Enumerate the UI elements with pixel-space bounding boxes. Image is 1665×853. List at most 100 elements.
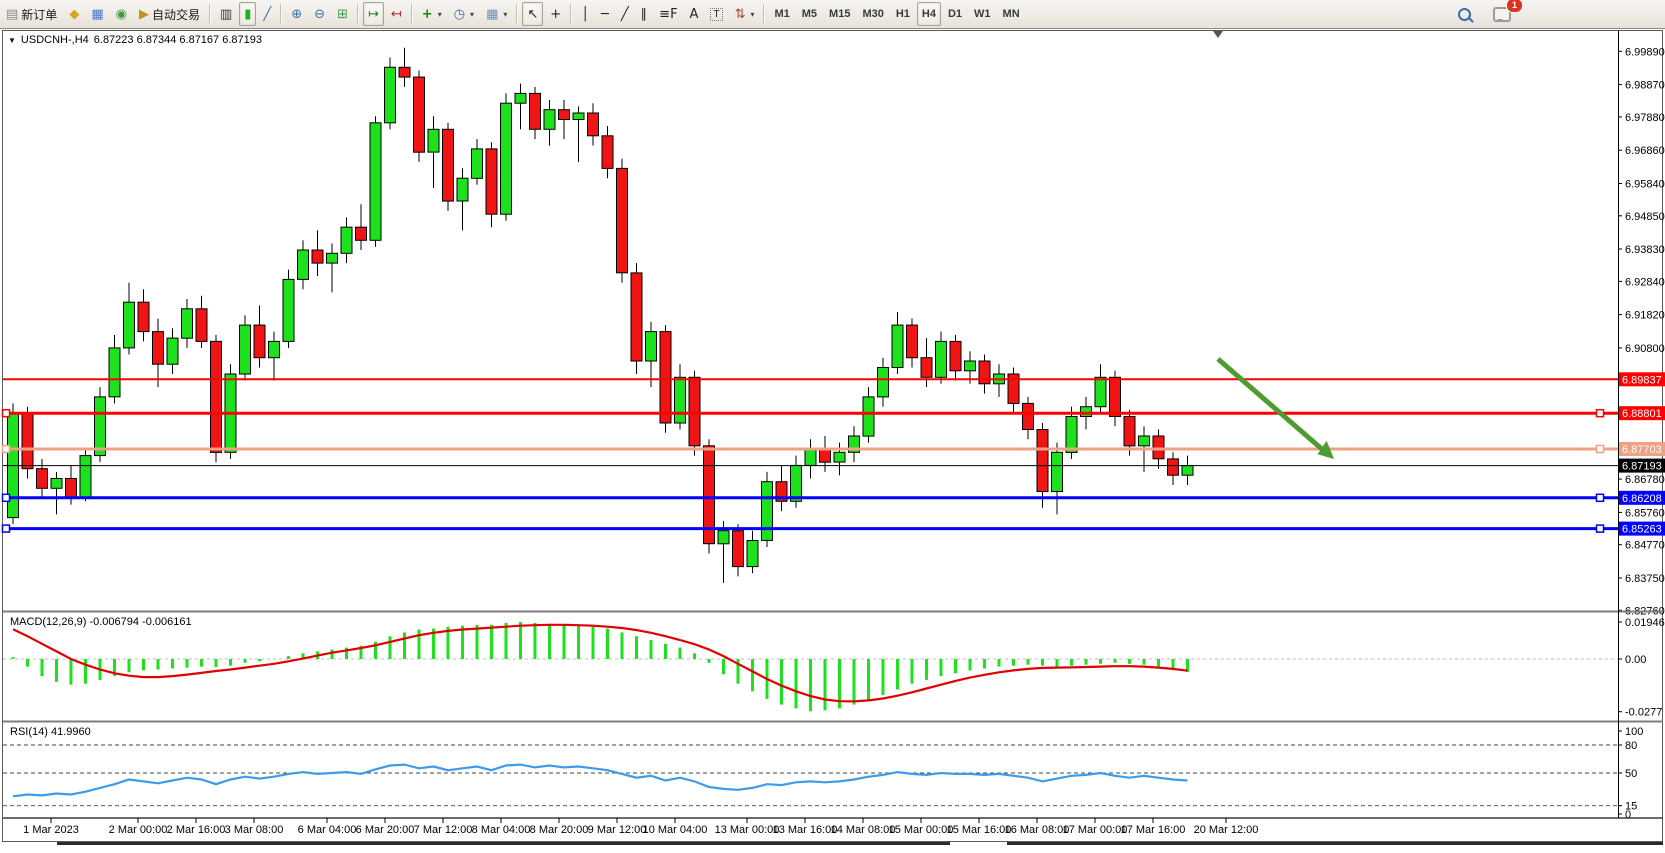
line-chart-button[interactable]: ╱ [258, 2, 276, 26]
fibonacci-button[interactable]: ≡F [654, 2, 682, 26]
vertical-line-icon: │ [581, 8, 589, 21]
time-tick-label: 14 Mar 08:00 [831, 824, 896, 836]
time-tick-label: 16 Mar 08:00 [1005, 824, 1070, 836]
horizontal-line-button[interactable]: ─ [596, 2, 614, 26]
svg-text:6.94850: 6.94850 [1625, 211, 1665, 223]
svg-text:6.93830: 6.93830 [1625, 244, 1665, 256]
time-tick-label: 2 Mar 00:00 [109, 824, 168, 836]
data-window-button[interactable]: ◆ [64, 2, 84, 26]
timeframe-m15-label: M15 [829, 8, 850, 20]
price-label-text: 6.88801 [1622, 408, 1662, 420]
window-bottom-border [57, 842, 950, 845]
timeframe-h4[interactable]: H4 [917, 2, 941, 26]
time-tick-label: 6 Mar 04:00 [298, 824, 357, 836]
time-tick-label: 17 Mar 16:00 [1121, 824, 1186, 836]
chart-shift-button[interactable]: ↤ [386, 2, 407, 26]
candlestick-chart-button[interactable]: ▮ [239, 2, 256, 26]
line-handle[interactable] [1597, 494, 1604, 501]
equidistant-channel-button[interactable]: ∥ [636, 2, 653, 26]
chart-window[interactable]: ▼ USDCNH-,H4 6.87223 6.87344 6.87167 6.8… [0, 30, 1665, 848]
notifications-button[interactable]: 1 [1488, 2, 1516, 26]
zoom-out-icon: ⊖ [314, 8, 325, 21]
periods-button[interactable]: ◷▾ [449, 2, 479, 26]
line-handle[interactable] [1597, 525, 1604, 532]
timeframe-m1[interactable]: M1 [769, 2, 794, 26]
toolbar-separator [763, 4, 765, 24]
timeframe-w1[interactable]: W1 [969, 2, 996, 26]
data-window-icon: ◆ [69, 8, 79, 21]
timeframe-d1-label: D1 [948, 8, 962, 20]
timeframe-m15[interactable]: M15 [824, 2, 855, 26]
time-tick-label: 8 Mar 04:00 [472, 824, 531, 836]
indicators-button[interactable]: +▾ [417, 2, 447, 26]
toolbar-separator [209, 4, 211, 24]
timeframe-d1[interactable]: D1 [943, 2, 967, 26]
bar-chart-button[interactable]: ▥ [215, 2, 237, 26]
search-button[interactable] [1453, 2, 1476, 26]
time-tick-label: 10 Mar 04:00 [643, 824, 708, 836]
zoom-in-button[interactable]: ⊕ [286, 2, 307, 26]
svg-text:6.86780: 6.86780 [1625, 474, 1665, 486]
line-handle[interactable] [3, 525, 10, 532]
time-tick-label: 1 Mar 2023 [23, 824, 79, 836]
signals-icon: ◉ [116, 8, 127, 21]
cursor-button[interactable]: ↖ [522, 2, 543, 26]
timeframe-m30[interactable]: M30 [857, 2, 888, 26]
toolbar-separator [280, 4, 282, 24]
signals-button[interactable]: ◉ [111, 2, 132, 26]
window-bottom-border [1007, 842, 1663, 845]
text-button[interactable]: A [685, 2, 704, 26]
crosshair-icon: + [550, 8, 561, 21]
line-handle[interactable] [3, 410, 10, 417]
new-order-button-label: 新订单 [21, 6, 57, 23]
timeframe-h1[interactable]: H1 [891, 2, 915, 26]
dropdown-caret-icon[interactable]: ▾ [470, 10, 474, 19]
svg-text:80: 80 [1625, 740, 1637, 752]
arrows-button[interactable]: ⇅▾ [730, 2, 760, 26]
toolbar-separator [411, 4, 413, 24]
templates-button[interactable]: ▦▾ [481, 2, 512, 26]
new-order-button[interactable]: ▤新订单 [1, 2, 62, 26]
time-tick-label: 20 Mar 12:00 [1194, 824, 1259, 836]
line-handle[interactable] [1597, 410, 1604, 417]
chart-shift-icon: ↤ [391, 8, 402, 21]
templates-icon: ▦ [486, 8, 498, 21]
tile-windows-button[interactable]: ⊞ [332, 2, 353, 26]
svg-text:6.96860: 6.96860 [1625, 145, 1665, 157]
trendline-button[interactable]: ╱ [616, 2, 634, 26]
line-handle[interactable] [3, 446, 10, 453]
horizontal-line-icon: ─ [601, 8, 609, 21]
svg-text:6.84770: 6.84770 [1625, 540, 1665, 552]
auto-scroll-button[interactable]: ↦ [363, 2, 384, 26]
dropdown-caret-icon[interactable]: ▾ [750, 10, 754, 19]
dropdown-caret-icon[interactable]: ▾ [503, 10, 507, 19]
price-label-text: 6.85263 [1622, 524, 1662, 536]
crosshair-button[interactable]: + [545, 2, 566, 26]
timeframe-m5-label: M5 [802, 8, 817, 20]
timeframe-m1-label: M1 [774, 8, 789, 20]
svg-text:0: 0 [1625, 809, 1631, 821]
timeframe-m5[interactable]: M5 [797, 2, 822, 26]
time-tick-label: 13 Mar 00:00 [715, 824, 780, 836]
chart-canvas[interactable]: 6.898376.888016.877036.871936.862086.852… [0, 30, 1665, 848]
dropdown-caret-icon[interactable]: ▾ [438, 10, 442, 19]
time-tick-label: 17 Mar 00:00 [1063, 824, 1128, 836]
vertical-line-button[interactable]: │ [576, 2, 594, 26]
label-icon: T [710, 8, 722, 21]
candlestick-chart-icon: ▮ [244, 8, 251, 21]
line-handle[interactable] [1597, 446, 1604, 453]
zoom-out-button[interactable]: ⊖ [309, 2, 330, 26]
auto-trading-button[interactable]: ▶自动交易 [134, 2, 205, 26]
timeframe-mn[interactable]: MN [998, 2, 1025, 26]
market-watch-button[interactable]: ▦ [86, 2, 108, 26]
toolbar-separator [516, 4, 518, 24]
label-button[interactable]: T [705, 2, 727, 26]
fibonacci-icon: ≡F [659, 8, 677, 21]
auto-trading-button-label: 自动交易 [152, 6, 200, 23]
svg-text:6.85760: 6.85760 [1625, 507, 1665, 519]
trendline-icon: ╱ [621, 8, 629, 21]
line-chart-icon: ╱ [263, 8, 271, 21]
line-handle[interactable] [3, 494, 10, 501]
time-tick-label: 3 Mar 08:00 [225, 824, 284, 836]
